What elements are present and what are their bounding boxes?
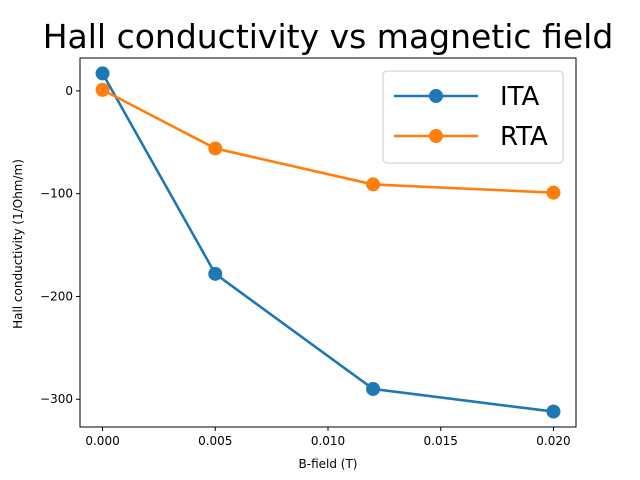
x-axis-label: B-field (T): [299, 457, 358, 471]
y-tick-label: −100: [40, 187, 73, 201]
y-tick-label: −300: [40, 392, 73, 406]
data-point-ita: [546, 404, 561, 419]
series-line-rta: [101, 88, 554, 194]
series-rta: [95, 82, 561, 200]
y-axis-label: Hall conductivity (1/Ohm/m): [11, 159, 25, 329]
data-point-ita: [95, 66, 110, 81]
x-tick-label: 0.015: [424, 434, 458, 448]
legend-box: [382, 70, 564, 164]
legend-marker-rta: [429, 129, 443, 143]
legend-label-ita: ITA: [500, 82, 540, 112]
legend-label-rta: RTA: [500, 122, 548, 152]
data-point-rta: [366, 177, 381, 192]
data-point-rta: [546, 185, 561, 200]
plot-frame: [79, 57, 577, 428]
legend: ITA RTA: [382, 70, 564, 164]
chart-title: Hall conductivity vs magnetic field: [43, 17, 614, 56]
x-tick-label: 0.000: [85, 434, 119, 448]
series-line-ita: [101, 72, 554, 413]
x-tick-label: 0.010: [311, 434, 345, 448]
series-layer: [95, 66, 561, 419]
data-point-ita: [208, 266, 223, 281]
series-ita: [95, 66, 561, 419]
data-point-rta: [208, 141, 223, 156]
axis-ticks: 0.000 0.005 0.010 0.015 0.020 0 −100 −200 −300: [40, 84, 571, 448]
data-point-rta: [95, 82, 110, 97]
x-tick-label: 0.020: [536, 434, 570, 448]
x-tick-label: 0.005: [198, 434, 232, 448]
y-tick-label: 0: [65, 84, 73, 98]
data-point-ita: [366, 381, 381, 396]
y-tick-label: −200: [40, 289, 73, 303]
legend-marker-ita: [429, 89, 443, 103]
